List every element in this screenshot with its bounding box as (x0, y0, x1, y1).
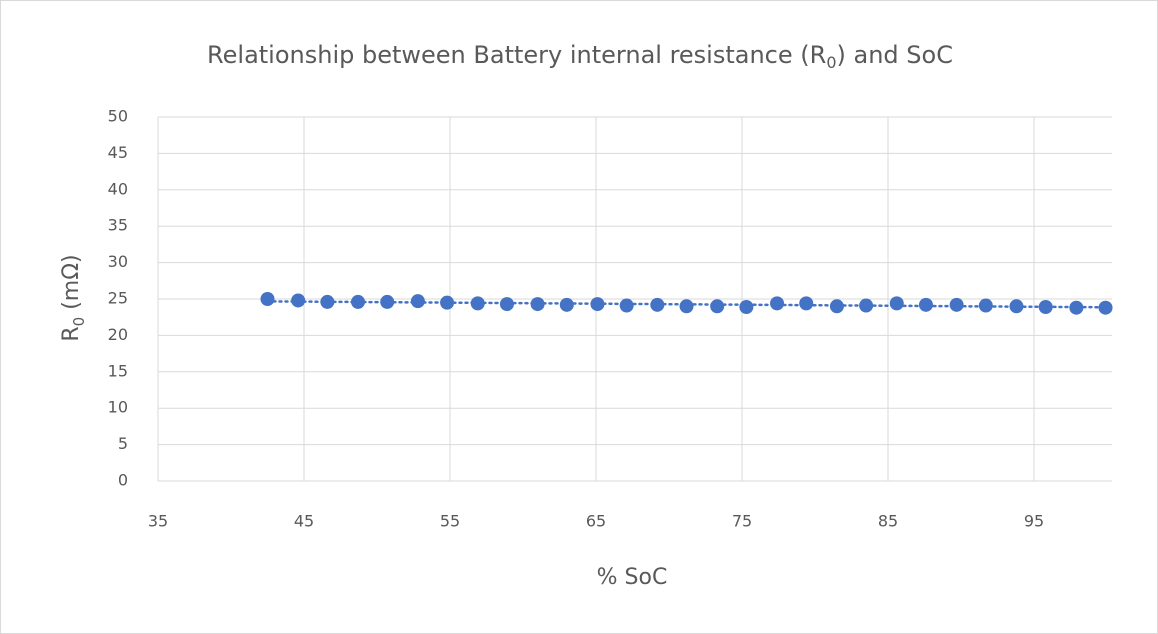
data-point (859, 298, 874, 313)
data-point (889, 296, 904, 311)
data-point (1098, 300, 1113, 315)
data-point (260, 292, 275, 306)
y-tick-label: 20 (108, 325, 128, 344)
y-label-part: (mΩ) (59, 254, 84, 316)
x-tick-label: 45 (294, 512, 314, 531)
data-point (710, 299, 725, 314)
data-point (440, 295, 455, 310)
data-point (619, 298, 634, 313)
y-tick-label: 45 (108, 143, 128, 162)
data-point (291, 293, 306, 308)
data-point (1009, 299, 1024, 314)
x-tick-label: 55 (440, 512, 460, 531)
x-tick-label: 65 (586, 512, 606, 531)
y-tick-label: 50 (108, 107, 128, 126)
y-tick-label: 25 (108, 289, 128, 308)
data-point (799, 296, 814, 311)
data-point (351, 294, 366, 309)
title-part: Relationship between Battery internal re… (207, 41, 826, 69)
data-point (1038, 300, 1053, 315)
data-point (978, 298, 993, 313)
data-point (739, 300, 754, 315)
data-point (320, 294, 335, 309)
chart-title: Relationship between Battery internal re… (207, 41, 953, 72)
x-tick-label: 75 (732, 512, 752, 531)
data-point (380, 294, 395, 309)
data-point (829, 299, 844, 314)
data-point (559, 297, 574, 312)
y-label-part: R (59, 326, 84, 341)
y-tick-label: 10 (108, 398, 128, 417)
data-point (470, 296, 485, 311)
data-point (918, 297, 933, 312)
data-point (530, 297, 545, 312)
data-point (590, 297, 605, 312)
y-tick-label: 0 (118, 471, 128, 490)
data-point (410, 294, 425, 309)
y-tick-label: 30 (108, 252, 128, 271)
data-point (499, 297, 514, 312)
data-point (650, 297, 665, 312)
y-tick-label: 35 (108, 216, 128, 235)
title-part: ) and SoC (837, 41, 953, 69)
y-tick-label: 5 (118, 434, 128, 453)
data-point (770, 296, 785, 311)
x-tick-label: 35 (148, 512, 168, 531)
y-label-subscript: 0 (70, 317, 88, 327)
x-tick-label: 85 (878, 512, 898, 531)
y-axis-label: R0 (mΩ) (59, 254, 88, 341)
x-tick-label: 95 (1024, 512, 1044, 531)
data-point (949, 297, 964, 312)
y-tick-label: 15 (108, 361, 128, 380)
x-axis-label: % SoC (597, 565, 668, 590)
y-tick-label: 40 (108, 179, 128, 198)
data-point (679, 299, 694, 314)
title-subscript: 0 (826, 53, 836, 72)
data-point (1069, 300, 1084, 315)
